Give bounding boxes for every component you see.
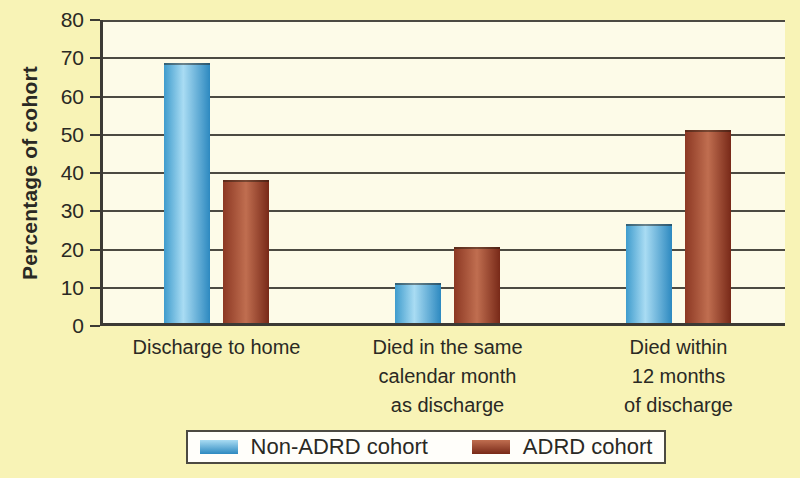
bar-non-adrd-cohort — [395, 283, 441, 323]
y-axis-tick — [90, 210, 100, 212]
y-axis-tick — [90, 249, 100, 251]
y-tick-label: 70 — [24, 45, 84, 71]
plot-area — [100, 20, 785, 326]
category-label: Died within 12 months of discharge — [539, 333, 800, 420]
y-tick-label: 40 — [24, 160, 84, 186]
bar-adrd-cohort — [454, 247, 500, 323]
y-tick-label: 0 — [24, 313, 84, 339]
y-tick-label: 50 — [24, 122, 84, 148]
y-axis-tick — [90, 172, 100, 174]
legend: Non-ADRD cohort ADRD cohort — [186, 430, 666, 464]
bar-adrd-cohort — [223, 180, 269, 323]
gridline — [103, 57, 785, 59]
gridline — [103, 20, 785, 22]
bar-non-adrd-cohort — [164, 63, 210, 323]
bar-adrd-cohort — [685, 130, 731, 323]
figure: Percentage of cohort Non-ADRD cohortADRD… — [0, 0, 800, 478]
legend-item: ADRD cohort — [472, 436, 653, 458]
legend-label: Non-ADRD cohort — [251, 436, 428, 458]
y-tick-label: 60 — [24, 84, 84, 110]
y-axis-tick — [90, 325, 100, 327]
legend-item: Non-ADRD cohort — [200, 436, 428, 458]
legend-swatch-adrd-cohort — [472, 440, 510, 454]
y-axis-tick — [90, 287, 100, 289]
y-axis-tick — [90, 134, 100, 136]
y-axis-tick — [90, 19, 100, 21]
y-axis-tick — [90, 57, 100, 59]
legend-label: ADRD cohort — [523, 436, 653, 458]
y-tick-label: 20 — [24, 237, 84, 263]
y-axis-tick — [90, 96, 100, 98]
y-tick-label: 10 — [24, 275, 84, 301]
y-tick-label: 30 — [24, 198, 84, 224]
legend-swatch-non-adrd-cohort — [200, 440, 238, 454]
bar-non-adrd-cohort — [626, 224, 672, 323]
y-tick-label: 80 — [24, 7, 84, 33]
